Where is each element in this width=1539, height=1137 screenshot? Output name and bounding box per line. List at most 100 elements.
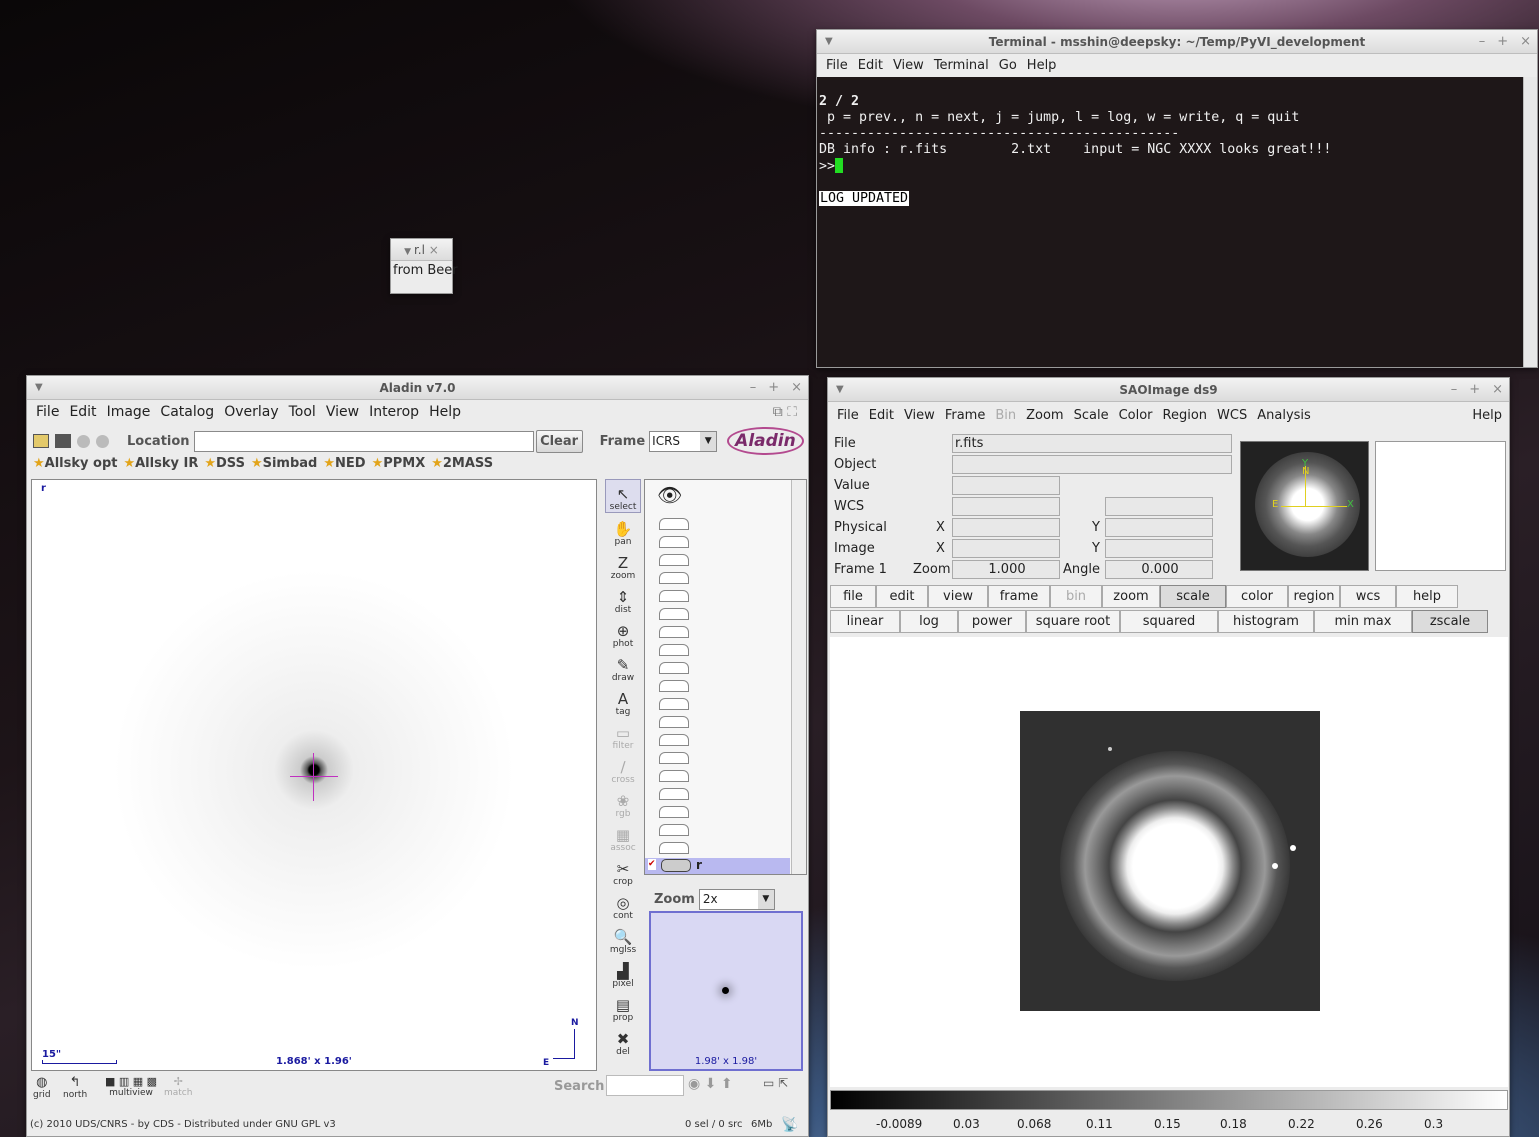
link-dss[interactable]: ★DSS: [204, 456, 245, 471]
menu-view[interactable]: View: [325, 404, 360, 420]
zoom-view[interactable]: 1.98' x 1.98': [649, 911, 803, 1071]
close-icon[interactable]: ×: [424, 243, 439, 257]
menu-frame[interactable]: Frame: [944, 407, 986, 423]
tool-select[interactable]: ↖ select: [605, 479, 641, 513]
menu-view[interactable]: View: [892, 57, 924, 73]
menu-zoom[interactable]: Zoom: [1026, 407, 1064, 423]
grid-button[interactable]: ◍ grid: [33, 1075, 51, 1100]
open-folder-icon[interactable]: [33, 434, 49, 448]
maximize-icon[interactable]: +: [768, 380, 780, 395]
window-menu-icon[interactable]: ▼: [825, 36, 833, 47]
empty-plane-slot[interactable]: [659, 662, 689, 674]
scale-button-log[interactable]: log: [900, 610, 958, 633]
menu-region[interactable]: Region: [1162, 407, 1208, 423]
empty-plane-slot[interactable]: [659, 518, 689, 530]
close-icon[interactable]: ×: [1520, 34, 1531, 49]
scale-button-min-max[interactable]: min max: [1314, 610, 1412, 633]
link-allsky-ir[interactable]: ★Allsky IR: [123, 456, 199, 471]
match-button[interactable]: ✢ match: [164, 1075, 193, 1098]
tool-dist[interactable]: ⇕ dist: [605, 581, 641, 615]
clear-button[interactable]: Clear: [535, 429, 583, 453]
save-icon[interactable]: [55, 434, 71, 448]
close-icon[interactable]: ×: [1492, 382, 1503, 397]
menu-wcs[interactable]: WCS: [1217, 407, 1248, 423]
link-ned[interactable]: ★NED: [323, 456, 366, 471]
ds9-button-wcs[interactable]: wcs: [1340, 585, 1396, 608]
menu-edit[interactable]: Edit: [857, 57, 883, 73]
stack-scrollbar[interactable]: [791, 480, 806, 874]
menu-image[interactable]: Image: [106, 404, 151, 420]
ds9-button-frame[interactable]: frame: [988, 585, 1050, 608]
menu-scale[interactable]: Scale: [1073, 407, 1109, 423]
terminal-titlebar[interactable]: ▼ Terminal - msshin@deepsky: ~/Temp/PyVI…: [817, 30, 1537, 54]
menu-file[interactable]: File: [36, 404, 60, 420]
menu-go[interactable]: Go: [998, 57, 1017, 73]
empty-plane-slot[interactable]: [659, 734, 689, 746]
empty-plane-slot[interactable]: [659, 824, 689, 836]
tool-crop[interactable]: ✂ crop: [605, 853, 641, 887]
empty-plane-slot[interactable]: [659, 770, 689, 782]
tool-cross[interactable]: ∕ cross: [605, 751, 641, 785]
scale-button-squared[interactable]: squared: [1120, 610, 1218, 633]
tool-cont[interactable]: ◎ cont: [605, 887, 641, 921]
menu-color[interactable]: Color: [1118, 407, 1153, 423]
multiview-button[interactable]: ■ ▥ ▦ ▩ multiview: [105, 1075, 158, 1098]
link-ppmx[interactable]: ★PPMX: [371, 456, 426, 471]
menu-help[interactable]: Help: [429, 404, 461, 420]
menu-terminal[interactable]: Terminal: [933, 57, 989, 73]
panner[interactable]: E N Y X: [1240, 441, 1369, 571]
ds9-button-file[interactable]: file: [830, 585, 876, 608]
ds9-button-help[interactable]: help: [1396, 585, 1458, 608]
menu-edit[interactable]: Edit: [868, 407, 894, 423]
link-simbad[interactable]: ★Simbad: [250, 456, 318, 471]
ds9-button-zoom[interactable]: zoom: [1102, 585, 1160, 608]
ds9-button-color[interactable]: color: [1226, 585, 1288, 608]
menu-catalog[interactable]: Catalog: [160, 404, 215, 420]
menu-view[interactable]: View: [903, 407, 935, 423]
maximize-icon[interactable]: +: [1497, 34, 1509, 49]
ds9-button-view[interactable]: view: [928, 585, 988, 608]
eye-icon[interactable]: 👁: [657, 483, 683, 507]
empty-plane-slot[interactable]: [659, 788, 689, 800]
checkbox-icon[interactable]: ✔: [648, 859, 656, 870]
tool-assoc[interactable]: ▦ assoc: [605, 819, 641, 853]
ds9-button-region[interactable]: region: [1288, 585, 1340, 608]
maximize-icon[interactable]: +: [1469, 382, 1481, 397]
back-icon[interactable]: [77, 434, 90, 448]
ds9-button-scale[interactable]: scale: [1160, 585, 1226, 608]
empty-plane-slot[interactable]: [659, 806, 689, 818]
menu-file[interactable]: File: [826, 57, 848, 73]
menu-interop[interactable]: Interop: [369, 404, 420, 420]
tool-pixel[interactable]: ▟ pixel: [605, 955, 641, 989]
terminal-scrollbar[interactable]: [1523, 77, 1537, 367]
window-menu-icon[interactable]: ▼: [35, 382, 43, 393]
tool-phot[interactable]: ⊕ phot: [605, 615, 641, 649]
scale-button-power[interactable]: power: [958, 610, 1026, 633]
menu-analysis[interactable]: Analysis: [1257, 407, 1311, 423]
colorbar[interactable]: [830, 1090, 1508, 1110]
empty-plane-slot[interactable]: [659, 842, 689, 854]
menu-edit[interactable]: Edit: [69, 404, 97, 420]
zoom-select[interactable]: 2x ▼: [698, 888, 775, 910]
window-menu-icon[interactable]: ▼: [404, 247, 414, 257]
scale-button-zscale[interactable]: zscale: [1412, 610, 1488, 633]
menu-bin[interactable]: Bin: [995, 407, 1017, 423]
aladin-titlebar[interactable]: ▼ Aladin v7.0 – + ×: [27, 376, 808, 400]
menu-help[interactable]: Help: [1472, 407, 1502, 423]
empty-plane-slot[interactable]: [659, 608, 689, 620]
empty-plane-slot[interactable]: [659, 752, 689, 764]
minimize-icon[interactable]: –: [1450, 382, 1458, 397]
empty-plane-slot[interactable]: [659, 716, 689, 728]
window-menu-icon[interactable]: ▼: [836, 384, 844, 395]
tool-prop[interactable]: ▤ prop: [605, 989, 641, 1023]
link-allsky-opt[interactable]: ★Allsky opt: [33, 456, 118, 471]
search-nav-icon[interactable]: ◉ ⬇ ⬆: [688, 1076, 733, 1092]
tool-mglss[interactable]: 🔍 mglss: [605, 921, 641, 955]
window-icon[interactable]: ▭ ⇱: [763, 1076, 789, 1090]
north-button[interactable]: ↰ north: [63, 1075, 88, 1100]
rl-titlebar[interactable]: ▼ r.l ×: [391, 239, 452, 261]
empty-plane-slot[interactable]: [659, 644, 689, 656]
link-2mass[interactable]: ★2MASS: [431, 456, 494, 471]
menu-overlay[interactable]: Overlay: [224, 404, 279, 420]
menu-file[interactable]: File: [837, 407, 859, 423]
